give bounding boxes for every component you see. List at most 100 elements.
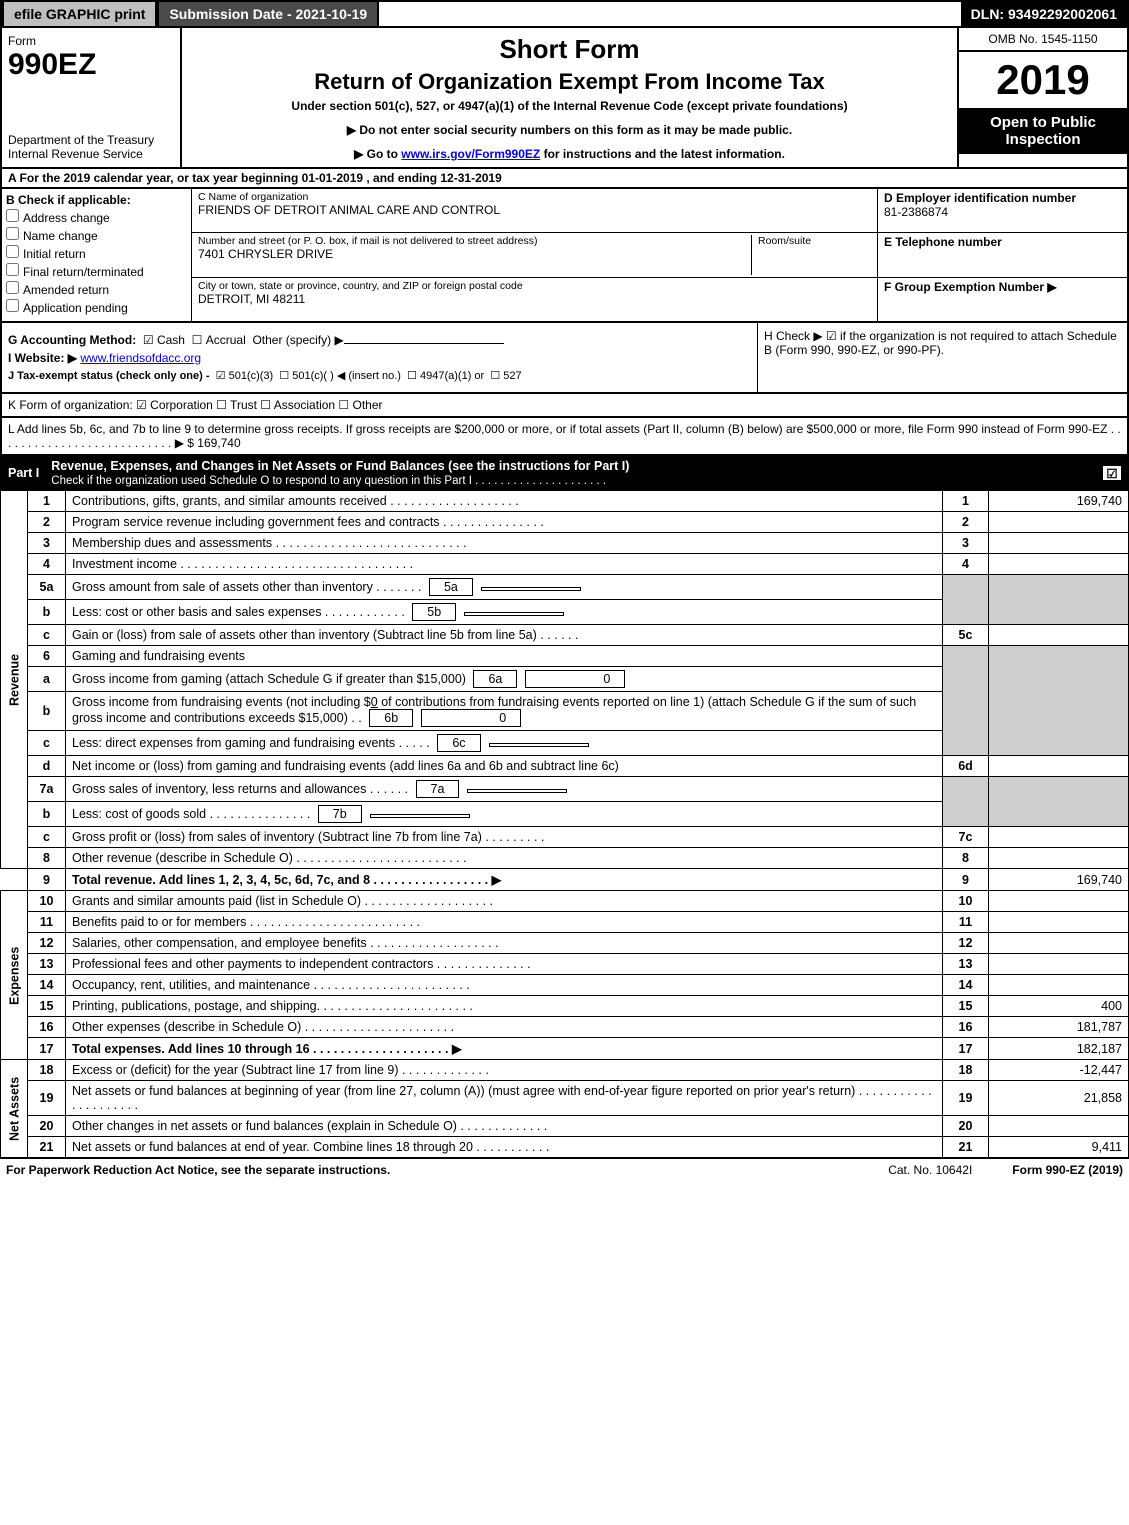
chk-cash[interactable] xyxy=(143,333,157,347)
irs-link[interactable]: www.irs.gov/Form990EZ xyxy=(401,147,540,161)
acct-label: G Accounting Method: xyxy=(8,333,136,347)
val-5b xyxy=(464,612,564,616)
room-label: Room/suite xyxy=(758,235,871,247)
val-7a xyxy=(467,789,567,793)
chk-application-pending[interactable] xyxy=(6,299,19,312)
goto-suffix: for instructions and the latest informat… xyxy=(540,147,785,161)
opt-final-return[interactable]: Final return/terminated xyxy=(6,263,187,279)
line-6d: dNet income or (loss) from gaming and fu… xyxy=(1,756,1129,777)
lbl-4947: 4947(a)(1) or xyxy=(420,370,484,382)
line-7a-desc: Gross sales of inventory, less returns a… xyxy=(66,777,943,802)
part-i-title: Revenue, Expenses, and Changes in Net As… xyxy=(51,459,1103,487)
box-b: B Check if applicable: Address change Na… xyxy=(2,189,192,321)
chk-amended-return[interactable] xyxy=(6,281,19,294)
chk-address-change[interactable] xyxy=(6,209,19,222)
box-6a: 6a xyxy=(473,670,517,688)
row-k-org-form: K Form of organization: ☑ Corporation ☐ … xyxy=(0,394,1129,418)
other-specify-input[interactable] xyxy=(344,343,504,344)
line-9: 9Total revenue. Add lines 1, 2, 3, 4, 5c… xyxy=(1,869,1129,891)
chk-name-change[interactable] xyxy=(6,227,19,240)
street-value: 7401 CHRYSLER DRIVE xyxy=(198,247,751,261)
org-name: FRIENDS OF DETROIT ANIMAL CARE AND CONTR… xyxy=(198,203,871,217)
omb-number: OMB No. 1545-1150 xyxy=(959,28,1127,52)
chk-501c[interactable] xyxy=(279,370,292,382)
val-7b xyxy=(370,814,470,818)
page-footer: For Paperwork Reduction Act Notice, see … xyxy=(0,1158,1129,1181)
row-l-gross-receipts: L Add lines 5b, 6c, and 7b to line 9 to … xyxy=(0,418,1129,456)
footer-left: For Paperwork Reduction Act Notice, see … xyxy=(6,1163,848,1177)
lbl-527: 527 xyxy=(503,370,521,382)
line-6c-desc: Less: direct expenses from gaming and fu… xyxy=(66,731,943,756)
line-5c-desc: Gain or (loss) from sale of assets other… xyxy=(66,625,943,646)
lbl-address-change: Address change xyxy=(23,211,110,225)
box-6c: 6c xyxy=(437,734,480,752)
opt-address-change[interactable]: Address change xyxy=(6,209,187,225)
goto-link-line: ▶ Go to www.irs.gov/Form990EZ for instru… xyxy=(188,147,951,161)
chk-527[interactable] xyxy=(490,370,503,382)
line-6a-desc: Gross income from gaming (attach Schedul… xyxy=(66,667,943,692)
chk-initial-return[interactable] xyxy=(6,245,19,258)
header-left: Form 990EZ Department of the Treasury In… xyxy=(2,28,182,167)
j-label: J Tax-exempt status (check only one) - xyxy=(8,370,210,382)
form-word: Form xyxy=(8,34,174,48)
line-10: Expenses 10Grants and similar amounts pa… xyxy=(1,891,1129,912)
dln-label: DLN: 93492292002061 xyxy=(961,2,1127,26)
website-link[interactable]: www.friendsofdacc.org xyxy=(80,351,201,365)
part-i-check[interactable]: ☑ xyxy=(1103,466,1121,480)
chk-final-return[interactable] xyxy=(6,263,19,276)
short-form-title: Short Form xyxy=(188,34,951,65)
opt-amended-return[interactable]: Amended return xyxy=(6,281,187,297)
box-def: D Employer identification number 81-2386… xyxy=(877,189,1127,321)
opt-initial-return[interactable]: Initial return xyxy=(6,245,187,261)
chk-4947[interactable] xyxy=(407,370,420,382)
line-5c: cGain or (loss) from sale of assets othe… xyxy=(1,625,1129,646)
ein-value: 81-2386874 xyxy=(884,205,1121,219)
line-7c-desc: Gross profit or (loss) from sales of inv… xyxy=(66,827,943,848)
dept-treasury: Department of the Treasury Internal Reve… xyxy=(8,133,174,161)
lbl-final-return: Final return/terminated xyxy=(23,265,144,279)
line-19: 19Net assets or fund balances at beginni… xyxy=(1,1081,1129,1116)
form-number: 990EZ xyxy=(8,48,174,82)
line-5a-desc: Gross amount from sale of assets other t… xyxy=(66,575,943,600)
line-19-desc: Net assets or fund balances at beginning… xyxy=(66,1081,943,1116)
line-3: 3Membership dues and assessments . . . .… xyxy=(1,533,1129,554)
chk-accrual[interactable] xyxy=(192,333,206,347)
netassets-side-label: Net Assets xyxy=(1,1060,28,1158)
top-bar: efile GRAPHIC print Submission Date - 20… xyxy=(0,0,1129,28)
line-18: Net Assets 18Excess or (deficit) for the… xyxy=(1,1060,1129,1081)
tax-exempt-status: J Tax-exempt status (check only one) - 5… xyxy=(8,369,751,382)
line-6-desc: Gaming and fundraising events xyxy=(66,646,943,667)
goto-prefix: ▶ Go to xyxy=(354,147,401,161)
lbl-501c: 501(c)( ) ◀ (insert no.) xyxy=(292,370,401,382)
box-7b: 7b xyxy=(318,805,362,823)
val-6c xyxy=(489,743,589,747)
box-5b: 5b xyxy=(412,603,456,621)
box-c: C Name of organization FRIENDS OF DETROI… xyxy=(192,189,877,321)
efile-print-button[interactable]: efile GRAPHIC print xyxy=(2,2,157,26)
revenue-side-label: Revenue xyxy=(1,491,28,869)
box-b-label: B Check if applicable: xyxy=(6,193,187,207)
line-12: 12Salaries, other compensation, and empl… xyxy=(1,933,1129,954)
submission-date-button[interactable]: Submission Date - 2021-10-19 xyxy=(157,2,379,26)
org-name-label: C Name of organization xyxy=(198,191,871,203)
line-20: 20Other changes in net assets or fund ba… xyxy=(1,1116,1129,1137)
line-7a: 7aGross sales of inventory, less returns… xyxy=(1,777,1129,802)
footer-right: Form 990-EZ (2019) xyxy=(1012,1163,1123,1177)
opt-application-pending[interactable]: Application pending xyxy=(6,299,187,315)
header-center: Short Form Return of Organization Exempt… xyxy=(182,28,957,167)
box-5a: 5a xyxy=(429,578,473,596)
part-i-header: Part I Revenue, Expenses, and Changes in… xyxy=(0,456,1129,490)
line-15: 15Printing, publications, postage, and s… xyxy=(1,996,1129,1017)
opt-name-change[interactable]: Name change xyxy=(6,227,187,243)
city-value: DETROIT, MI 48211 xyxy=(198,292,871,306)
lbl-501c3: 501(c)(3) xyxy=(229,370,274,382)
lbl-accrual: Accrual xyxy=(206,333,246,347)
chk-501c3[interactable] xyxy=(216,370,229,382)
section-ghij: G Accounting Method: Cash Accrual Other … xyxy=(0,323,1129,394)
line-5a: 5aGross amount from sale of assets other… xyxy=(1,575,1129,600)
line-9-desc: Total revenue. Add lines 1, 2, 3, 4, 5c,… xyxy=(66,869,943,891)
line-14: 14Occupancy, rent, utilities, and mainte… xyxy=(1,975,1129,996)
schedule-b-check: H Check ▶ ☑ if the organization is not r… xyxy=(764,329,1121,357)
lbl-cash: Cash xyxy=(157,333,185,347)
line-10-desc: Grants and similar amounts paid (list in… xyxy=(66,891,943,912)
